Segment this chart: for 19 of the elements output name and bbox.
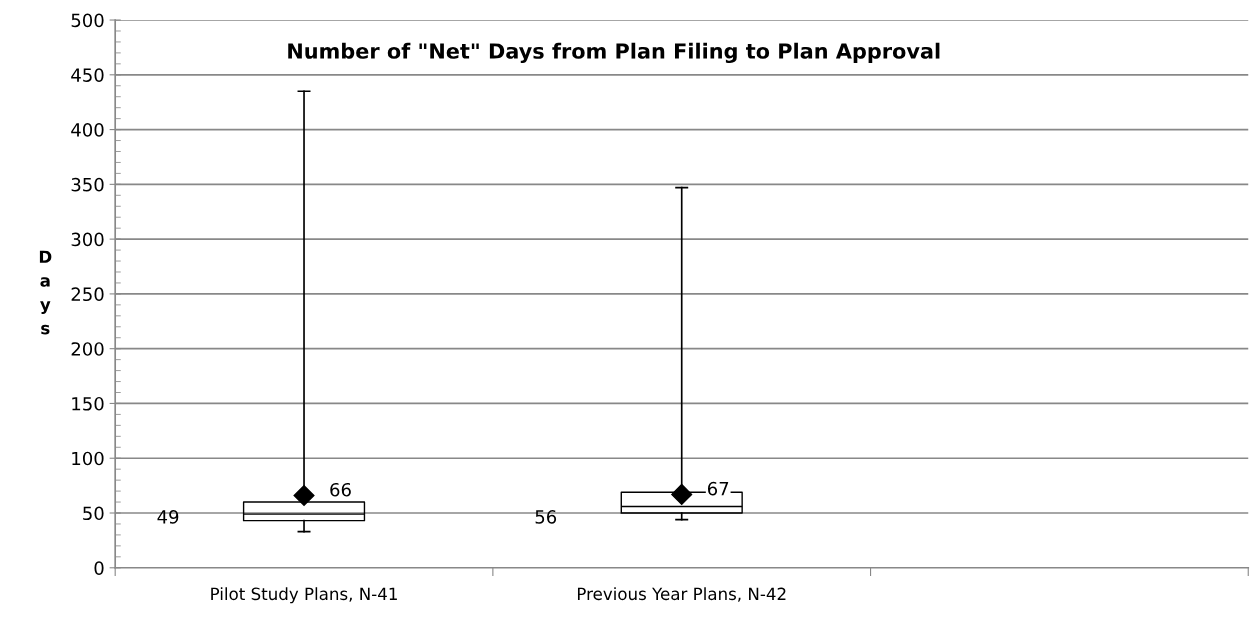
- annotation: 56: [535, 510, 557, 524]
- annotation: 49: [157, 510, 179, 524]
- y-tick-label: 450: [71, 68, 104, 82]
- annotation: 67: [707, 481, 729, 496]
- x-tick-label: Pilot Study Plans, N-41: [211, 587, 397, 604]
- y-tick-label: 400: [71, 123, 104, 137]
- text: Number of "Net" Days from Plan Filing to Plan Approval: [288, 42, 940, 64]
- x-tick-label: Previous Year Plans, N-42: [577, 587, 786, 602]
- y-tick-label: 250: [71, 287, 104, 302]
- annotation: 66: [330, 482, 351, 497]
- y-tick-label: 300: [71, 232, 104, 247]
- y-tick-label: 350: [71, 177, 104, 192]
- y-tick-label: 0: [94, 561, 104, 575]
- y-tick-label: 50: [83, 506, 104, 521]
- y-axis-title: Days: [39, 250, 52, 335]
- y-tick-label: 500: [71, 13, 104, 28]
- y-tick-label: 150: [72, 396, 104, 411]
- y-tick-label: 200: [71, 342, 104, 356]
- y-tick-label: 100: [72, 451, 104, 466]
